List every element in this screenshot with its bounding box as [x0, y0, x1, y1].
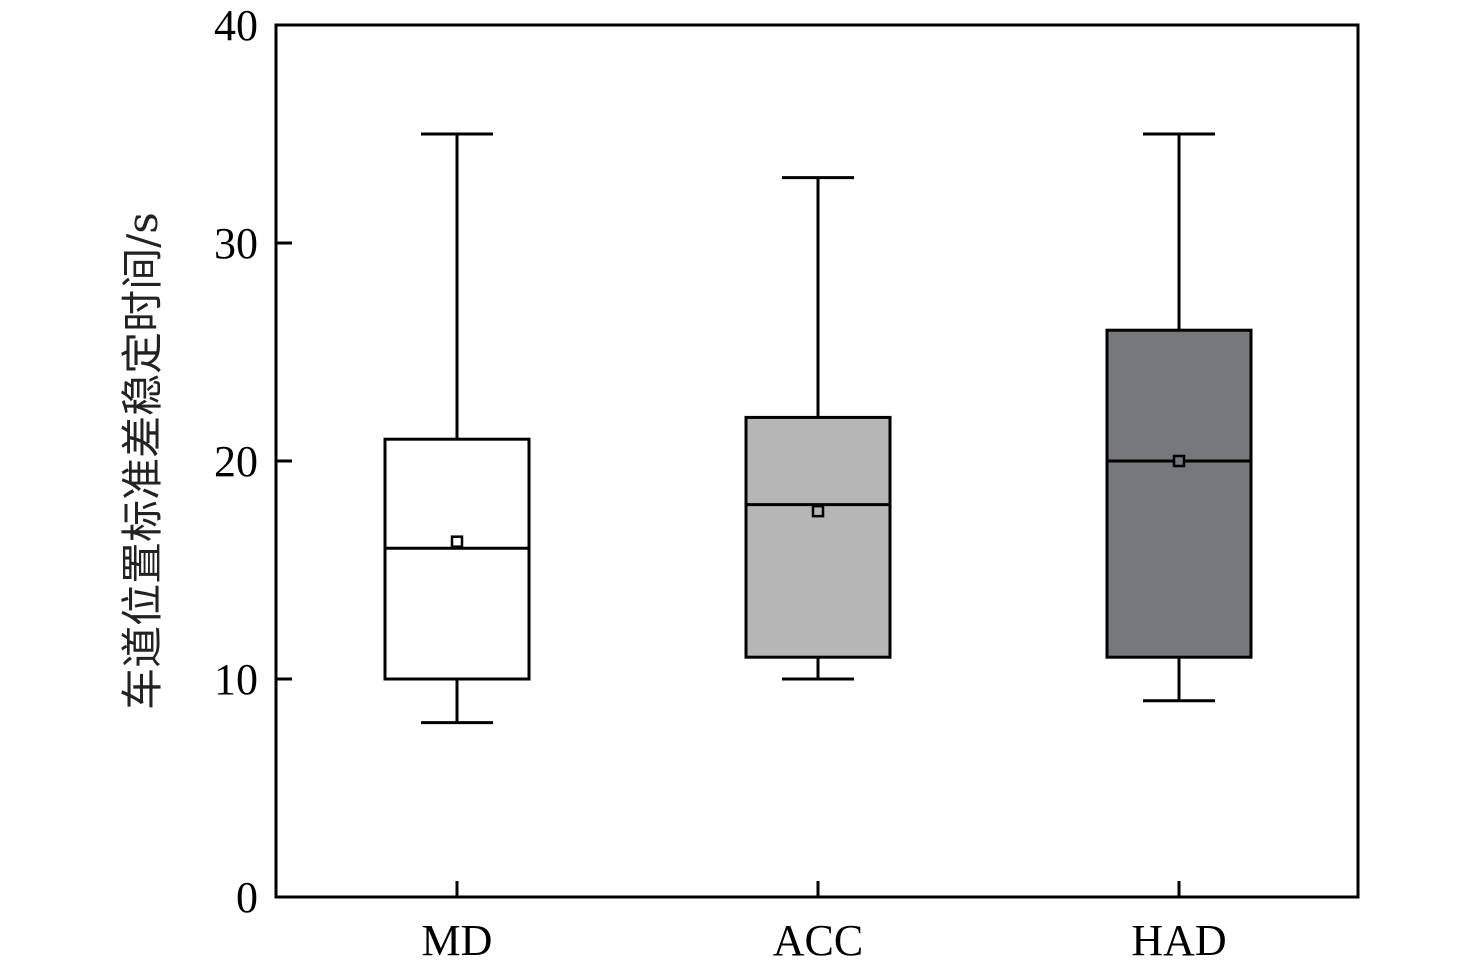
mean-marker — [811, 504, 825, 518]
box-had — [1105, 132, 1253, 703]
x-axis: MD ACC HAD — [422, 881, 1227, 965]
x-tick-label: MD — [422, 916, 493, 965]
x-tick-label: ACC — [773, 916, 863, 965]
x-tick-label: HAD — [1131, 916, 1226, 965]
iqr-box — [1105, 328, 1253, 659]
boxes — [383, 132, 1253, 725]
y-axis-title: 车道位置标准差稳定时间/s — [118, 212, 167, 710]
y-tick-label: 0 — [236, 873, 258, 922]
y-tick-label: 20 — [214, 437, 258, 486]
iqr-box — [383, 437, 531, 681]
box-md — [383, 132, 531, 725]
y-tick-label: 10 — [214, 655, 258, 704]
y-axis: 0 10 20 30 40 — [214, 1, 292, 922]
mean-marker — [450, 535, 464, 548]
iqr-box — [744, 415, 892, 659]
y-tick-label: 30 — [214, 219, 258, 268]
box-acc — [744, 176, 892, 681]
y-tick-label: 40 — [214, 1, 258, 50]
mean-marker — [1172, 454, 1186, 468]
